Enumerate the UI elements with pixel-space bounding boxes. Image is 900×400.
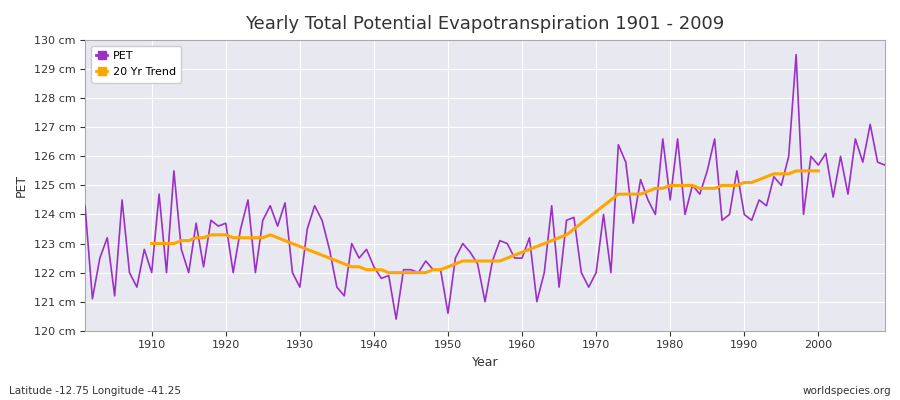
Legend: PET, 20 Yr Trend: PET, 20 Yr Trend (91, 46, 182, 82)
X-axis label: Year: Year (472, 356, 499, 369)
Title: Yearly Total Potential Evapotranspiration 1901 - 2009: Yearly Total Potential Evapotranspiratio… (246, 15, 724, 33)
Text: worldspecies.org: worldspecies.org (803, 386, 891, 396)
Y-axis label: PET: PET (15, 174, 28, 197)
Text: Latitude -12.75 Longitude -41.25: Latitude -12.75 Longitude -41.25 (9, 386, 181, 396)
